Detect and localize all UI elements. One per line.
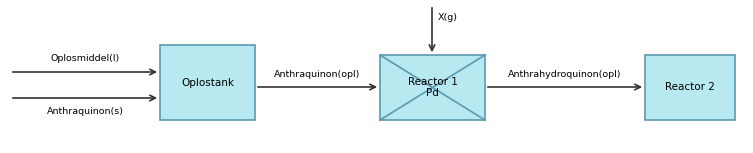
Text: Anthraquinon(opl): Anthraquinon(opl): [274, 70, 360, 79]
Text: X(g): X(g): [438, 13, 458, 22]
Text: Reactor 2: Reactor 2: [665, 82, 715, 93]
Text: Anthrahydroquinon(opl): Anthrahydroquinon(opl): [508, 70, 622, 79]
Text: Anthraquinon(s): Anthraquinon(s): [47, 107, 123, 116]
Text: Reactor 1
Pd: Reactor 1 Pd: [407, 77, 457, 98]
Bar: [160, 45, 255, 120]
Text: Oplostank: Oplostank: [181, 78, 234, 88]
Bar: [645, 55, 735, 120]
Text: Oplosmiddel(l): Oplosmiddel(l): [50, 54, 120, 63]
Bar: [380, 55, 485, 120]
